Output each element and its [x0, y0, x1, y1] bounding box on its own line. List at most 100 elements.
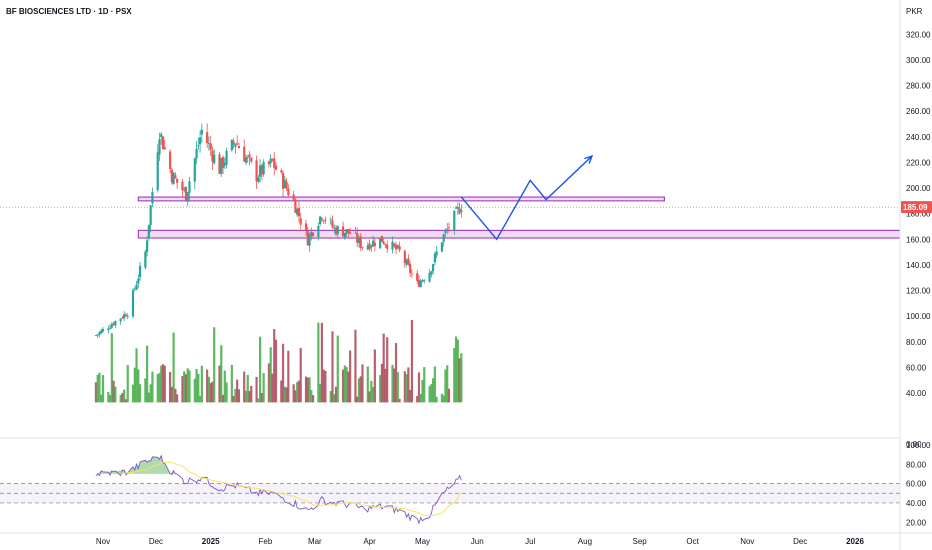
volume-bar — [331, 331, 334, 403]
volume-bar — [255, 376, 258, 403]
volume-bar — [269, 347, 272, 403]
volume-bar — [419, 394, 422, 403]
volume-bar — [246, 374, 249, 403]
volume-bar — [361, 364, 364, 403]
candle-body — [107, 328, 110, 331]
price-tick-label: 0.00 — [906, 440, 922, 449]
candle-body — [410, 273, 414, 275]
candle-body — [308, 234, 311, 246]
candle-body — [195, 148, 198, 159]
rsi-line — [95, 454, 462, 525]
candle-body — [440, 242, 444, 252]
volume-bar — [333, 394, 336, 403]
volume-bar — [133, 367, 136, 403]
volume-bar — [259, 336, 262, 403]
volume-bar — [294, 390, 297, 403]
candle-body — [223, 162, 226, 166]
candle-body — [407, 258, 410, 265]
volume-bar — [421, 379, 424, 403]
current-price-badge — [901, 201, 932, 214]
candle-body — [380, 235, 384, 242]
candle-body — [244, 157, 248, 163]
candle-body — [310, 231, 313, 236]
volume-bar — [183, 371, 186, 403]
candle-body — [382, 241, 385, 244]
candle-body — [163, 147, 166, 150]
time-tick-label: Sep — [633, 537, 648, 546]
volume-bar — [135, 348, 138, 403]
candles — [94, 123, 463, 339]
candle-body — [243, 146, 246, 162]
rsi-ma-line — [120, 461, 462, 517]
candle-body — [345, 229, 348, 234]
candle-body — [292, 194, 295, 200]
time-tick-label: Aug — [578, 537, 592, 546]
volume-bar — [396, 371, 399, 403]
candle-body — [393, 243, 396, 246]
volume-bar — [417, 372, 421, 403]
volume-bar — [349, 350, 352, 403]
volume-bar — [283, 386, 286, 403]
candle-body — [259, 165, 262, 177]
volume-bar — [274, 339, 278, 403]
candle-body — [329, 219, 332, 221]
volume-bar — [403, 371, 406, 403]
candle-body — [347, 228, 350, 234]
volume-bar — [391, 364, 394, 403]
candle-body — [294, 199, 297, 213]
volume-bar — [267, 363, 271, 403]
candle-body — [146, 240, 149, 252]
candle-body — [366, 245, 369, 250]
projection-line — [460, 155, 593, 241]
volume-bar — [147, 392, 150, 403]
time-tick-label: May — [415, 537, 430, 546]
candle-body — [322, 220, 325, 222]
candle-body — [416, 273, 419, 281]
volume-bar — [250, 385, 253, 403]
volume-bar — [287, 350, 290, 403]
rsi-panel — [0, 454, 900, 525]
candle-body — [361, 247, 364, 249]
time-tick-label: Dec — [149, 537, 163, 546]
candle-body — [236, 143, 239, 145]
time-tick-label: Nov — [740, 537, 754, 546]
projection-arrowhead — [584, 154, 594, 164]
candle-body — [131, 290, 135, 317]
volume-bar — [292, 384, 295, 403]
volume-bar — [370, 380, 373, 403]
candle-body — [147, 224, 150, 239]
rsi-tick-label: 80.00 — [906, 460, 927, 469]
time-tick-label: 2025 — [202, 537, 220, 546]
candle-body — [160, 133, 163, 138]
volume-bar — [280, 380, 283, 403]
volume-bar — [458, 358, 461, 403]
candle-body — [172, 173, 175, 185]
volume-bar — [158, 372, 161, 403]
candle-body — [456, 207, 459, 209]
candle-body — [396, 245, 399, 248]
volume-bar — [121, 392, 124, 403]
price-tick-label: 320.00 — [906, 30, 931, 39]
candle-body — [220, 158, 223, 174]
price-tick-label: 80.00 — [906, 338, 927, 347]
volume-bar — [410, 320, 414, 403]
candle-body — [398, 246, 401, 251]
candle-body — [283, 179, 286, 189]
volume-bar — [310, 390, 313, 403]
volume-bar — [149, 384, 152, 403]
rsi-tick-label: 20.00 — [906, 518, 927, 527]
volume-bar — [174, 388, 177, 403]
candle-body — [304, 223, 308, 231]
volume-bar — [357, 378, 361, 403]
candle-body — [274, 165, 278, 170]
volume-bar — [151, 371, 154, 403]
candle-body — [234, 143, 237, 147]
candle-body — [336, 226, 339, 234]
candle-body — [207, 143, 211, 144]
volume-bar — [347, 371, 350, 403]
volume-bars — [94, 320, 463, 403]
volume-bar — [244, 390, 248, 403]
price-tick-label: 140.00 — [906, 261, 931, 270]
volume-bar — [236, 379, 239, 403]
volume-bar — [446, 365, 449, 403]
